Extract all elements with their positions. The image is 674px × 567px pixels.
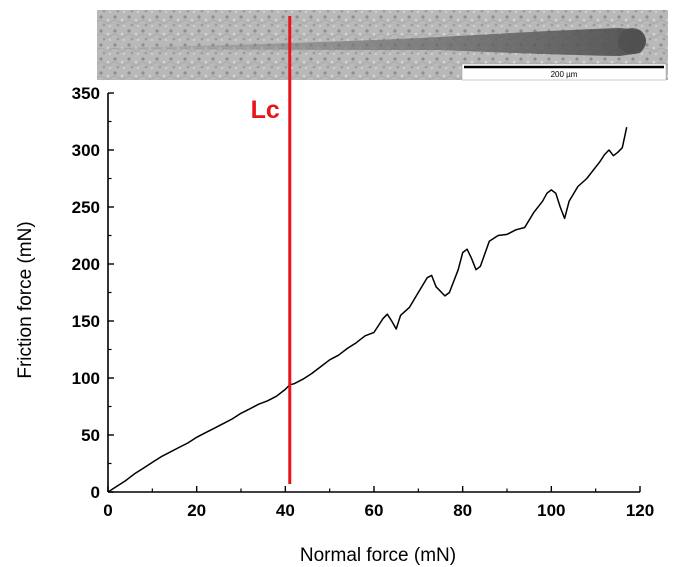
annotation-layer: Lc: [251, 16, 292, 484]
lc-label: Lc: [251, 96, 280, 124]
y-tick-label: 50: [81, 426, 100, 445]
x-tick-label: 80: [453, 501, 472, 520]
axes: 0 50 100 150 200 250 300 350 0 20 40 60 80 100 120: [72, 84, 655, 520]
x-axis-title: Normal force (mN): [300, 545, 456, 566]
y-axis-title: Friction force (mN): [15, 221, 36, 378]
x-tick-label: 100: [537, 501, 565, 520]
x-tick-label: 20: [187, 501, 206, 520]
y-tick-label: 250: [72, 198, 100, 217]
x-tick-label: 0: [103, 501, 112, 520]
y-tick-label: 150: [72, 312, 100, 331]
y-tick-label: 200: [72, 255, 100, 274]
series-layer: [107, 127, 628, 493]
x-tick-label: 40: [276, 501, 295, 520]
y-tick-label: 350: [72, 84, 100, 103]
y-tick-label: 300: [72, 141, 100, 160]
scale-bar-label: 200 µm: [551, 70, 578, 79]
x-tick-label: 120: [626, 501, 654, 520]
scale-bar: 200 µm: [461, 63, 667, 81]
scratch-micrograph: 200 µm: [97, 10, 668, 81]
friction-force-line: [107, 127, 628, 493]
y-tick-label: 0: [91, 483, 100, 502]
x-tick-label: 60: [365, 501, 384, 520]
y-tick-label: 100: [72, 369, 100, 388]
